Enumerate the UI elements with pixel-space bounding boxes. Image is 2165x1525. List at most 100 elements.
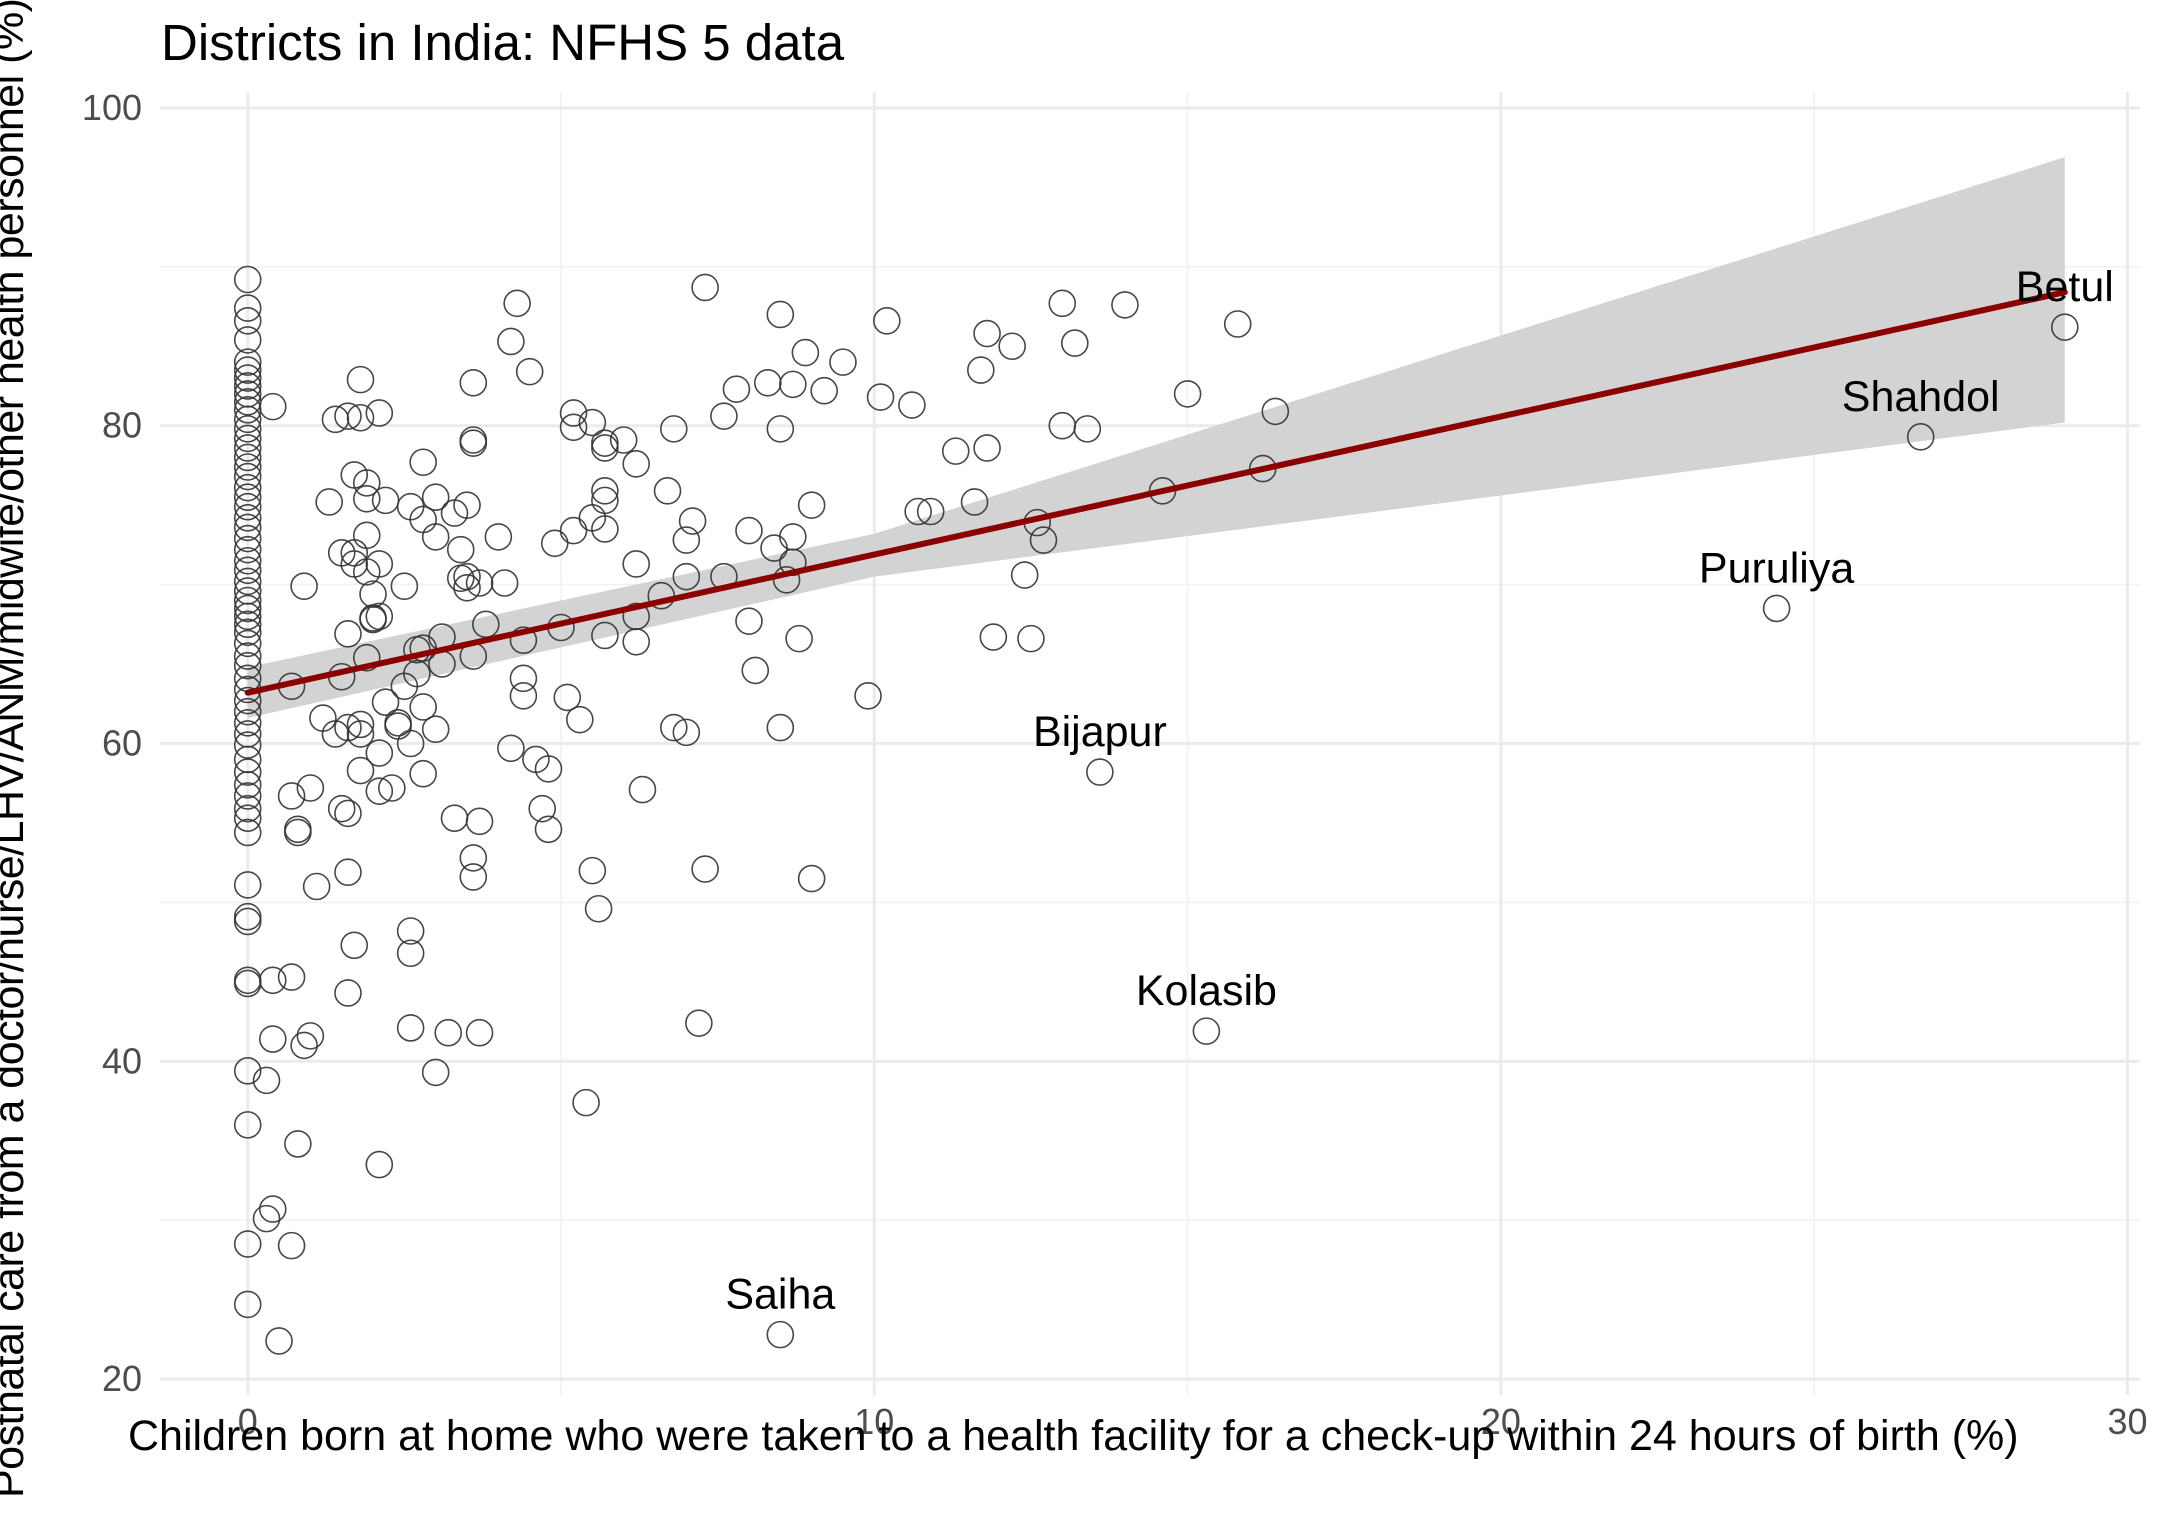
data-point	[233, 1057, 262, 1085]
data-point	[346, 710, 375, 739]
data-point	[622, 628, 651, 656]
data-point	[396, 1014, 425, 1042]
data-point	[233, 709, 262, 737]
data-point	[233, 443, 262, 472]
data-point	[233, 902, 262, 931]
data-point	[1010, 561, 1039, 589]
data-point	[766, 415, 795, 443]
data-point	[421, 715, 450, 743]
data-point	[1261, 397, 1290, 426]
data-point	[233, 610, 262, 639]
data-point	[233, 462, 262, 491]
data-point	[766, 300, 795, 329]
data-point	[553, 683, 582, 712]
data-point	[779, 370, 807, 399]
data-point	[566, 705, 594, 734]
data-point	[559, 516, 588, 545]
y-axis-title: Postnatal care from a doctor/nurse/LHV/A…	[0, 0, 33, 1498]
data-point	[998, 332, 1026, 361]
data-point	[572, 1088, 600, 1117]
data-point	[233, 686, 262, 715]
data-point	[233, 326, 262, 354]
data-point	[440, 804, 469, 832]
data-point	[973, 434, 1001, 462]
data-point	[334, 979, 362, 1007]
data-point	[766, 713, 795, 742]
data-point	[810, 376, 838, 405]
data-point	[233, 372, 262, 400]
data-point	[459, 426, 488, 454]
data-point	[365, 739, 394, 767]
data-point	[252, 1066, 281, 1095]
data-point	[233, 556, 262, 585]
data-point	[346, 403, 375, 432]
data-point	[785, 624, 813, 653]
data-point	[371, 688, 400, 716]
data-point	[365, 602, 394, 631]
data-point	[509, 682, 538, 710]
data-point	[290, 572, 318, 600]
x-tick-label: 0	[238, 1401, 258, 1442]
data-point	[396, 729, 425, 758]
data-point	[233, 594, 262, 623]
data-point	[327, 794, 356, 823]
data-point	[258, 966, 287, 995]
confidence-band	[247, 157, 2065, 719]
data-point	[446, 535, 475, 564]
data-point	[296, 774, 325, 802]
data-point	[233, 473, 262, 502]
data-point	[465, 1018, 494, 1047]
data-point	[233, 758, 262, 786]
data-point	[672, 562, 701, 591]
data-point	[321, 720, 350, 748]
data-point	[578, 408, 607, 437]
data-point	[233, 294, 262, 322]
data-point	[365, 399, 394, 427]
data-point	[1048, 289, 1077, 318]
data-point	[409, 759, 437, 788]
y-tick-label: 20	[102, 1358, 142, 1399]
data-point	[352, 469, 381, 497]
data-point	[233, 265, 262, 294]
trend-line	[244, 289, 2068, 696]
point-label: Puruliya	[1699, 544, 1854, 592]
data-point	[233, 364, 262, 392]
data-point	[916, 497, 945, 526]
data-point	[258, 1025, 287, 1053]
data-point	[453, 562, 481, 591]
data-point	[233, 405, 262, 434]
data-point	[534, 815, 563, 844]
y-tick-label: 80	[102, 405, 142, 446]
data-point	[591, 621, 619, 650]
data-point	[315, 488, 343, 516]
data-point	[390, 572, 419, 600]
data-point	[334, 713, 362, 742]
data-point	[559, 413, 588, 442]
data-point	[1029, 526, 1058, 554]
data-point	[591, 477, 619, 505]
data-point	[528, 794, 557, 823]
data-point	[453, 491, 481, 519]
data-point	[233, 424, 262, 453]
data-point	[334, 620, 362, 648]
data-point	[672, 718, 701, 747]
labelled-data-point	[1906, 423, 1935, 451]
data-point	[334, 799, 362, 828]
data-point	[691, 855, 719, 883]
data-point	[396, 939, 425, 968]
data-point	[797, 864, 826, 893]
data-point	[233, 546, 262, 575]
labelled-data-point	[1192, 1017, 1221, 1045]
data-point	[233, 697, 262, 726]
data-point	[233, 1290, 262, 1319]
data-point	[290, 1031, 318, 1060]
data-point	[691, 273, 719, 302]
data-point	[584, 894, 613, 923]
data-point	[591, 486, 619, 515]
data-point	[284, 1130, 312, 1158]
data-point	[453, 573, 481, 602]
data-point	[340, 931, 369, 960]
data-point	[659, 713, 688, 742]
data-point	[1017, 624, 1045, 653]
